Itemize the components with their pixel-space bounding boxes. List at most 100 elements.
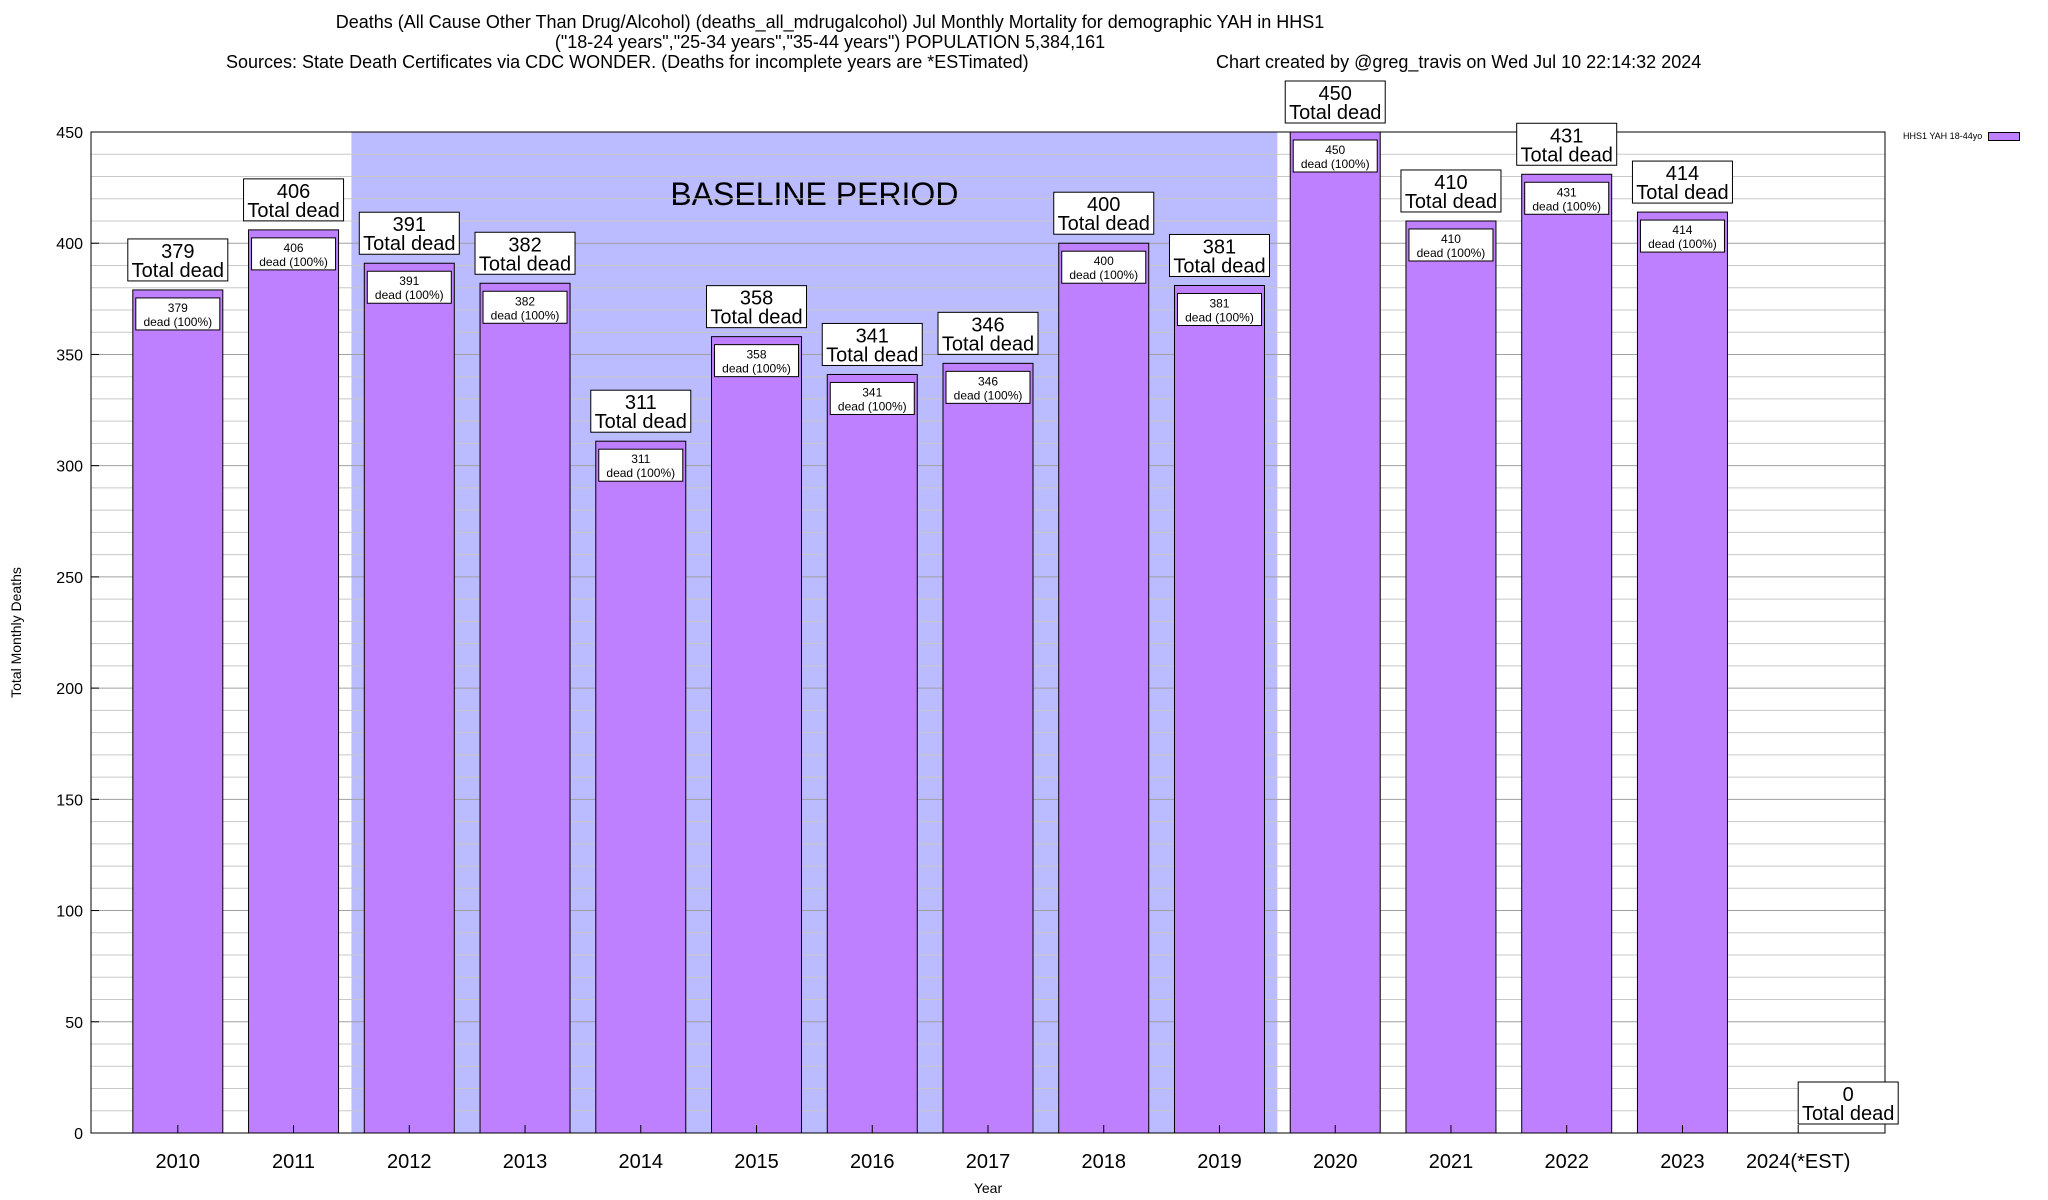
chart-credit: Chart created by @greg_travis on Wed Jul… (1216, 52, 1702, 72)
bar (1289, 131, 1381, 1134)
y-tick-label: 150 (56, 792, 83, 809)
bar-total-label-box (127, 238, 229, 282)
bar-inner-suffix: dead (100%) (1301, 157, 1370, 171)
bar-total-value: 358 (740, 288, 773, 310)
chart-source: Sources: State Death Certificates via CD… (226, 52, 1029, 72)
legend: HHS1 YAH 18-44yo (1903, 131, 2021, 141)
y-tick-label: 100 (56, 904, 83, 921)
bar-inner-value: 381 (1209, 296, 1229, 310)
bar-total-value: 0 (1843, 1084, 1854, 1106)
bar-total-label-box (358, 211, 460, 255)
x-tick-label: 2016 (850, 1151, 895, 1173)
bar-total-label-box (937, 311, 1039, 355)
x-tick-label: 2010 (156, 1151, 201, 1173)
bar-inner-suffix: dead (100%) (838, 399, 907, 413)
y-tick-label: 0 (74, 1126, 83, 1143)
x-axis-label: Year (974, 1180, 1003, 1196)
bar-inner-suffix: dead (100%) (1069, 268, 1138, 282)
chart-subtitle: ("18-24 years","25-34 years","35-44 year… (554, 32, 1106, 52)
y-tick-label: 300 (56, 459, 83, 476)
bar-inner-value: 410 (1441, 232, 1461, 246)
bar-inner-value: 400 (1094, 254, 1114, 268)
bar-inner-suffix: dead (100%) (1417, 246, 1486, 260)
bar-total-suffix: Total dead (1173, 255, 1265, 277)
bar (363, 262, 455, 1134)
bar (1636, 211, 1728, 1134)
bar-total-value: 341 (856, 325, 889, 347)
x-tick-label: 2019 (1197, 1151, 1242, 1173)
bar-inner-label-box (945, 370, 1031, 404)
bar-inner-label-box (1639, 219, 1725, 253)
bar-total-label-box (1284, 80, 1386, 124)
bar-inner-label-box (135, 297, 221, 331)
bar-total-label-box (590, 389, 692, 433)
bar-total-value: 346 (971, 314, 1004, 336)
bar-inner-label-box (598, 448, 684, 482)
x-tick-label: 2015 (734, 1151, 779, 1173)
bar-inner-value: 431 (1557, 185, 1577, 199)
bar-inner-value: 346 (978, 374, 998, 388)
bar-total-label-box (821, 322, 923, 366)
bar-total-label-box (1168, 233, 1270, 277)
bar-total-value: 400 (1087, 194, 1120, 216)
bar-inner-suffix: dead (100%) (143, 315, 212, 329)
bar (942, 362, 1034, 1134)
bar-total-label-box (1053, 191, 1155, 235)
x-tick-label: 2014 (619, 1151, 664, 1173)
bar-total-suffix: Total dead (826, 344, 918, 366)
bar-inner-label-box (1408, 228, 1494, 262)
x-tick-label: 2012 (387, 1151, 432, 1173)
bar-total-value: 379 (161, 241, 194, 263)
bar-inner-suffix: dead (100%) (1648, 237, 1717, 251)
legend-swatch (1988, 131, 2021, 141)
bar-inner-value: 358 (747, 348, 767, 362)
bar-inner-label-box (1524, 181, 1610, 215)
bar-inner-value: 382 (515, 294, 535, 308)
y-tick-label: 450 (56, 125, 83, 142)
x-tick-label: 2021 (1429, 1151, 1474, 1173)
y-tick-label: 50 (65, 1015, 83, 1032)
bar-total-label-box (474, 231, 576, 275)
bar-inner-label-box (1176, 292, 1262, 326)
bar-inner-suffix: dead (100%) (259, 255, 328, 269)
bar-inner-suffix: dead (100%) (375, 288, 444, 302)
bar-inner-value: 406 (284, 241, 304, 255)
y-tick-label: 250 (56, 570, 83, 587)
bar-total-value: 382 (508, 234, 541, 256)
bar (1405, 220, 1497, 1134)
bar-total-suffix: Total dead (247, 200, 339, 222)
bar-total-suffix: Total dead (1521, 144, 1613, 166)
bar-total-label-box (243, 178, 345, 222)
bar-total-label-box (1797, 1081, 1899, 1125)
bar-total-label-box (1516, 122, 1618, 166)
bar-total-suffix: Total dead (942, 333, 1034, 355)
bar-total-value: 410 (1434, 172, 1467, 194)
bar-total-suffix: Total dead (1405, 191, 1497, 213)
bar-inner-suffix: dead (100%) (954, 388, 1023, 402)
bar-total-value: 414 (1666, 163, 1699, 185)
bar-inner-label-box (829, 381, 915, 415)
bar-total-suffix: Total dead (1636, 182, 1728, 204)
bar-total-value: 381 (1203, 236, 1236, 258)
bar-inner-suffix: dead (100%) (491, 308, 560, 322)
bar-total-value: 431 (1550, 125, 1583, 147)
bar-inner-value: 311 (631, 452, 650, 466)
x-tick-label: 2013 (503, 1151, 548, 1173)
bar (479, 282, 571, 1134)
bar-total-suffix: Total dead (132, 260, 224, 282)
bar-inner-label-box (251, 237, 337, 271)
bar-inner-value: 414 (1672, 223, 1692, 237)
bar-total-label-box (1631, 160, 1733, 204)
bar-inner-label-box (366, 270, 452, 304)
bar-total-suffix: Total dead (710, 307, 802, 329)
y-axis-label: Total Monthly Deaths (8, 567, 24, 698)
bar-total-suffix: Total dead (1802, 1103, 1894, 1125)
bar-inner-value: 391 (399, 274, 419, 288)
bar (248, 229, 340, 1134)
bar (711, 336, 803, 1134)
x-tick-label: 2024(*EST) (1746, 1151, 1851, 1173)
bar-total-value: 450 (1319, 83, 1352, 105)
bar-total-suffix: Total dead (363, 233, 455, 255)
bar-inner-suffix: dead (100%) (1532, 199, 1601, 213)
